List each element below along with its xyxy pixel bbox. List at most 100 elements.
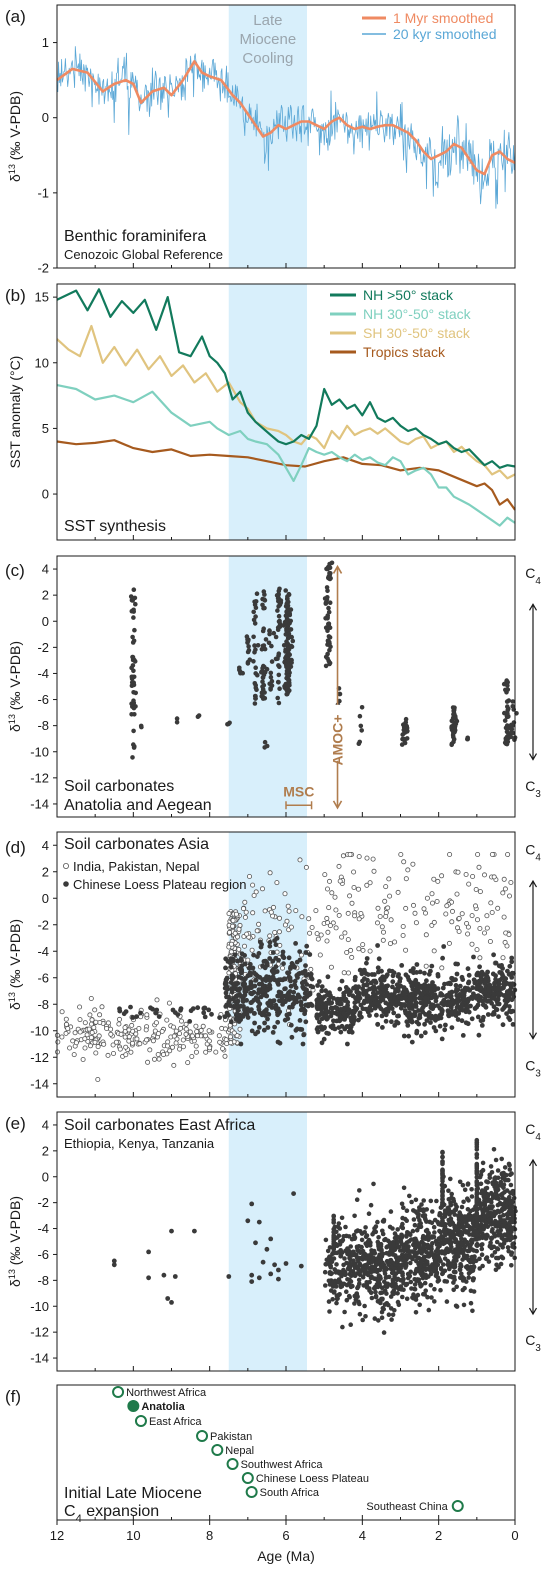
- data-point: [339, 1215, 345, 1221]
- data-point-open: [277, 942, 283, 948]
- data-point-filled: [251, 970, 257, 976]
- data-point: [376, 1235, 381, 1240]
- y-tick-label: -14: [30, 796, 49, 811]
- data-point-filled: [376, 1003, 382, 1008]
- data-point-filled: [123, 1009, 129, 1014]
- data-point: [399, 1234, 405, 1240]
- data-point-filled: [460, 1003, 465, 1009]
- data-point: [494, 1239, 500, 1245]
- data-point-filled: [453, 977, 458, 983]
- data-point: [338, 1248, 344, 1253]
- data-point-filled: [257, 939, 263, 945]
- data-point: [451, 1280, 456, 1285]
- data-point-filled: [245, 1015, 251, 1020]
- data-point-filled: [339, 978, 345, 984]
- data-point-filled: [491, 952, 496, 958]
- data-point-filled: [267, 939, 273, 945]
- amoc-arrow-head-down: [332, 800, 343, 810]
- data-point-filled: [235, 958, 240, 964]
- data-point-filled: [344, 1013, 349, 1019]
- data-point-filled: [230, 956, 236, 962]
- data-point-open: [392, 939, 398, 945]
- data-point-open: [388, 917, 394, 923]
- data-point: [131, 728, 136, 734]
- data-point: [482, 1189, 488, 1194]
- data-point: [498, 1179, 504, 1185]
- data-point-open: [183, 1026, 189, 1032]
- x-axis-title: Age (Ma): [257, 1548, 315, 1564]
- data-point-filled: [455, 996, 460, 1002]
- data-point-open: [367, 948, 373, 954]
- data-point: [412, 1282, 418, 1287]
- data-point-filled: [478, 979, 483, 985]
- data-point-filled: [229, 976, 235, 981]
- label-fragment: 4: [535, 576, 541, 587]
- data-point: [131, 690, 136, 695]
- data-point-open: [403, 905, 409, 911]
- data-point-filled: [372, 978, 378, 984]
- data-point-open: [259, 886, 265, 892]
- data-point-open: [360, 947, 366, 953]
- data-point-open: [202, 1033, 208, 1039]
- data-point: [331, 1236, 337, 1242]
- data-point: [348, 1261, 354, 1267]
- data-point: [497, 1200, 503, 1206]
- data-point-filled: [493, 960, 499, 966]
- data-point-open: [250, 882, 256, 888]
- data-point: [389, 1270, 395, 1276]
- data-point-open: [240, 906, 246, 912]
- data-point: [469, 1247, 475, 1252]
- data-point-filled: [408, 980, 414, 985]
- data-point: [480, 1242, 485, 1247]
- y-tick-label: -12: [30, 770, 49, 785]
- data-point-filled: [156, 1014, 162, 1019]
- data-point-filled: [346, 992, 352, 998]
- data-point: [130, 598, 135, 603]
- data-point-open: [386, 876, 392, 882]
- data-point: [465, 1223, 471, 1228]
- data-point: [401, 1185, 407, 1191]
- data-point-open: [501, 876, 507, 882]
- data-point-filled: [411, 966, 416, 971]
- data-point-open: [400, 933, 406, 939]
- data-point-open: [395, 889, 401, 895]
- data-point-filled: [287, 1011, 292, 1017]
- data-point: [348, 1268, 354, 1273]
- data-point: [413, 1197, 419, 1203]
- legend-label-1myr: 1 Myr smoothed: [393, 10, 493, 26]
- data-point: [390, 1277, 396, 1283]
- data-point: [465, 1182, 471, 1187]
- data-point-filled: [375, 990, 381, 995]
- data-point: [261, 690, 267, 695]
- data-point: [323, 1283, 328, 1288]
- data-point: [490, 1204, 495, 1209]
- data-point-filled: [504, 1011, 509, 1016]
- data-point: [474, 1144, 480, 1150]
- data-point: [387, 1224, 393, 1230]
- data-point: [451, 1269, 457, 1275]
- data-point: [341, 1262, 346, 1268]
- data-point-filled: [316, 979, 322, 984]
- data-point-filled: [326, 997, 332, 1003]
- data-point-filled: [266, 1002, 272, 1007]
- data-point-open: [400, 924, 406, 930]
- data-point-filled: [272, 938, 277, 943]
- data-point: [357, 1272, 363, 1278]
- data-point-open: [495, 905, 501, 911]
- data-point: [372, 1316, 378, 1321]
- data-point: [449, 1239, 454, 1245]
- data-point: [266, 640, 272, 646]
- data-point-open: [383, 914, 389, 920]
- data-point-open: [183, 1031, 189, 1037]
- data-point-open: [506, 932, 512, 938]
- data-point: [474, 1215, 480, 1221]
- data-point-filled: [323, 988, 328, 994]
- data-point-filled: [348, 1023, 354, 1029]
- data-point-open: [232, 930, 238, 936]
- data-point: [451, 708, 457, 714]
- data-point-open: [286, 908, 292, 914]
- data-point-filled: [282, 976, 287, 982]
- data-point-open: [77, 1017, 83, 1023]
- data-point-filled: [389, 1019, 394, 1025]
- data-point: [267, 631, 272, 637]
